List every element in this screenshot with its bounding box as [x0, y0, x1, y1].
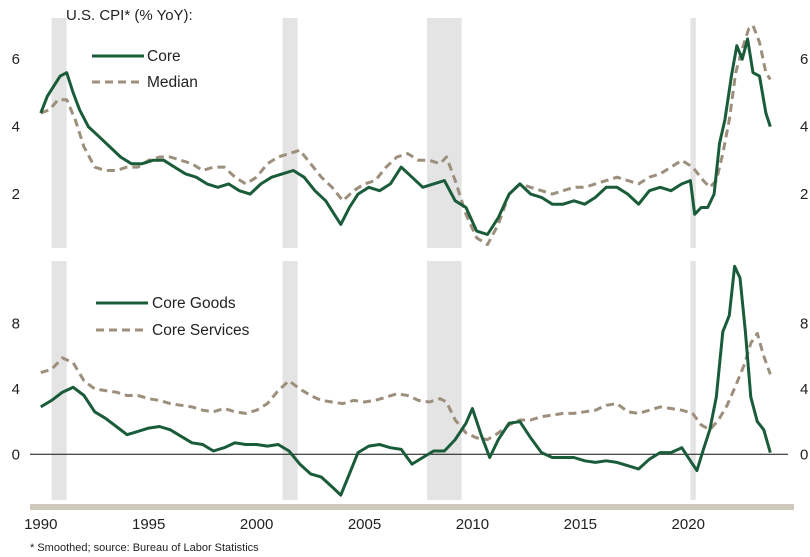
recession-band [51, 261, 67, 500]
y-tick-label: 4 [12, 119, 20, 136]
x-tick-label: 2010 [456, 516, 489, 533]
recession-band [282, 18, 298, 248]
x-tick-label: 2015 [564, 516, 597, 533]
recession-band [427, 18, 462, 248]
recession-bands [51, 18, 696, 500]
x-tick-label: 2000 [240, 516, 273, 533]
series-lines [39, 24, 772, 497]
y-tick-label: 4 [12, 381, 20, 398]
right-y-tick-label: 6 [800, 51, 808, 68]
y-tick-label: 2 [12, 186, 20, 203]
series-line-core [39, 37, 772, 236]
legend-core-services-label: Core Services [152, 322, 250, 339]
legend-core-label: Core [147, 48, 181, 65]
legend-median-label: Median [147, 74, 198, 91]
right-y-tick-label: 4 [800, 119, 808, 136]
right-y-tick-label: 8 [800, 316, 808, 333]
right-y-tick-label: 4 [800, 381, 808, 398]
right-y-tick-label: 0 [800, 446, 808, 463]
y-tick-label: 6 [12, 51, 20, 68]
x-tick-label: 2005 [348, 516, 381, 533]
right-y-tick-label: 2 [800, 186, 808, 203]
top-chart-title: U.S. CPI* (% YoY): [66, 7, 193, 24]
x-axis-bar [30, 504, 794, 510]
footnote: * Smoothed; source: Bureau of Labor Stat… [30, 542, 259, 554]
series-line-median [40, 24, 772, 247]
recession-band [690, 261, 696, 500]
x-tick-label: 2020 [672, 516, 705, 533]
recession-band [51, 18, 67, 248]
series-line-core-goods [40, 264, 772, 497]
recession-band [282, 261, 298, 500]
recession-band [690, 18, 696, 248]
x-tick-label: 1995 [132, 516, 165, 533]
legend-core-goods-label: Core Goods [152, 295, 236, 312]
recession-band [427, 261, 462, 500]
tick-labels: 2 4 6 6 4 2 0 4 8 8 4 0 1990 1995 2000 2005 2010 2015 2020 [12, 51, 809, 533]
x-tick-label: 1990 [24, 516, 57, 533]
series-line-core-services [40, 331, 772, 442]
y-tick-label: 0 [12, 446, 20, 463]
y-tick-label: 8 [12, 316, 20, 333]
